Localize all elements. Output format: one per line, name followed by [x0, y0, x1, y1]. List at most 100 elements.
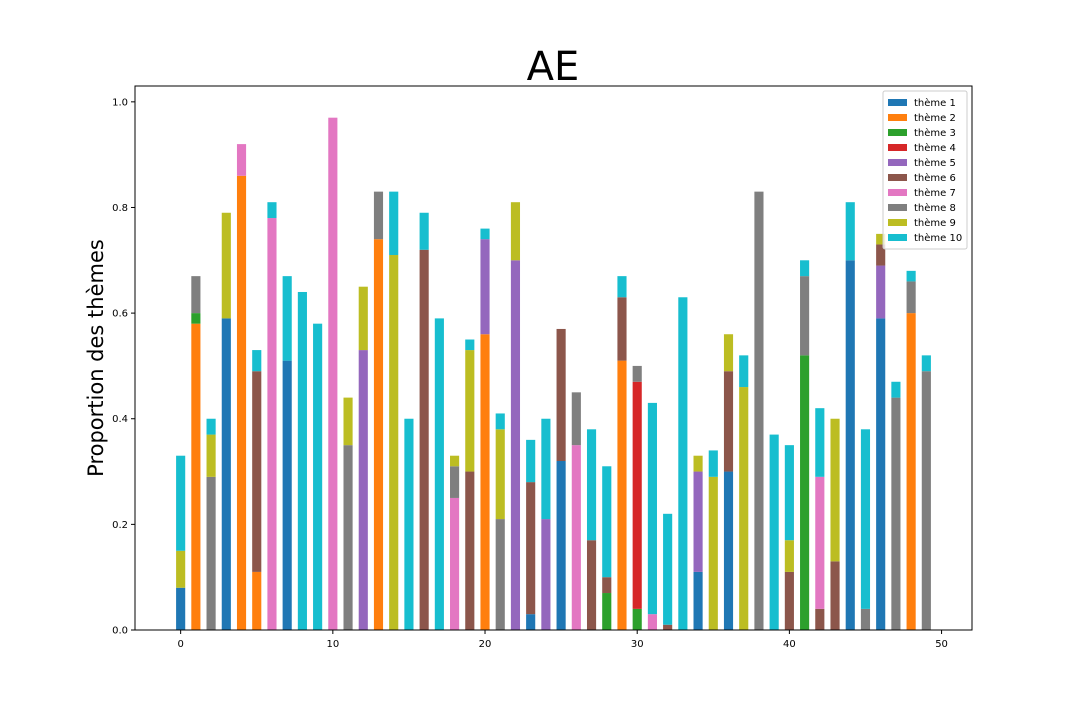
bar-segment-46-theme-9 [876, 233, 886, 245]
bar-segment-25-theme-6 [556, 328, 566, 461]
bar-segment-46-theme-1 [876, 318, 886, 630]
bar-segment-38-theme-8 [754, 191, 764, 630]
legend-swatch [888, 219, 907, 226]
bar-segment-29-theme-6 [617, 297, 627, 361]
bar-segment-16-theme-6 [419, 249, 429, 630]
bar-segment-6-theme-10 [267, 202, 277, 219]
legend-label: thème 10 [914, 232, 962, 244]
bar-segment-22-theme-5 [510, 260, 521, 630]
bar-segment-17-theme-10 [434, 318, 444, 630]
bar-segment-18-theme-7 [450, 497, 460, 630]
bar-segment-19-theme-6 [465, 471, 475, 630]
bar-segment-0-theme-1 [176, 587, 186, 630]
bar-segment-36-theme-9 [723, 334, 734, 372]
bar-segment-28-theme-3 [602, 593, 612, 630]
bar-segment-44-theme-1 [845, 260, 855, 630]
bar-segment-21-theme-8 [495, 519, 505, 630]
bar-segment-12-theme-5 [358, 350, 368, 630]
bar-segment-27-theme-10 [586, 429, 597, 541]
plot-frame [134, 85, 973, 631]
bar-segment-40-theme-10 [784, 445, 794, 541]
bar-segment-46-theme-6 [876, 244, 886, 266]
bar-segment-29-theme-2 [617, 360, 627, 630]
bar-segment-5-theme-10 [252, 350, 262, 372]
bar-segment-42-theme-6 [815, 608, 825, 630]
legend-swatch [888, 189, 907, 196]
bar-segment-26-theme-8 [571, 392, 581, 446]
bar-segment-19-theme-9 [465, 350, 475, 472]
bar-segment-14-theme-10 [389, 191, 399, 256]
bar-segment-25-theme-1 [556, 460, 566, 630]
bar-segment-45-theme-10 [860, 429, 871, 609]
bar-segment-3-theme-9 [221, 212, 231, 319]
x-tick-label: 10 [326, 639, 339, 650]
x-tick-label: 40 [783, 639, 796, 650]
x-tick-label: 0 [177, 639, 183, 650]
bar-segment-24-theme-5 [541, 519, 551, 630]
bar-segment-23-theme-1 [526, 614, 536, 630]
bar-segment-41-theme-8 [800, 276, 810, 356]
bar-segment-31-theme-10 [647, 402, 657, 615]
legend-label: thème 7 [914, 187, 956, 199]
bar-segment-22-theme-9 [510, 202, 521, 261]
bar-segment-30-theme-8 [632, 365, 642, 382]
bar-segment-10-theme-7 [328, 117, 338, 630]
bar-segment-27-theme-6 [586, 540, 597, 630]
legend-label: thème 1 [914, 97, 956, 109]
bar-segment-28-theme-10 [602, 466, 612, 578]
bar-segment-18-theme-9 [450, 455, 460, 467]
bar-segment-42-theme-7 [815, 476, 825, 609]
y-tick-label: 0.8 [112, 203, 128, 214]
bar-segment-4-theme-7 [236, 144, 247, 176]
bar-segment-7-theme-10 [282, 276, 292, 361]
bar-segment-45-theme-8 [860, 608, 871, 630]
bar-segment-20-theme-5 [480, 239, 490, 335]
bar-segment-29-theme-10 [617, 276, 627, 298]
bar-segment-47-theme-10 [891, 381, 901, 398]
legend-swatch [888, 204, 907, 211]
bar-segment-5-theme-6 [252, 371, 262, 572]
legend-swatch [888, 159, 907, 166]
bar-segment-43-theme-9 [830, 418, 840, 562]
bar-segment-31-theme-7 [647, 614, 657, 630]
bar-segment-1-theme-2 [191, 323, 201, 630]
x-tick-label: 50 [935, 639, 948, 650]
bar-segment-48-theme-8 [906, 281, 916, 314]
bar-segment-11-theme-9 [343, 397, 353, 446]
bar-segment-41-theme-10 [800, 260, 810, 277]
y-axis-ticks: 0.0 0.2 0.4 0.6 0.8 1.0 [112, 97, 135, 637]
bar-segment-32-theme-10 [663, 513, 673, 625]
bar-segment-11-theme-8 [343, 445, 353, 630]
bar-segment-23-theme-6 [526, 482, 536, 615]
legend-label: thème 5 [914, 157, 956, 169]
bar-segment-30-theme-3 [632, 608, 642, 630]
legend-label: thème 6 [914, 172, 956, 184]
bar-segment-16-theme-10 [419, 212, 429, 250]
bar-segment-42-theme-10 [815, 408, 825, 477]
bar-segment-34-theme-9 [693, 455, 703, 472]
chart-title: AE [527, 44, 580, 90]
bar-segment-44-theme-10 [845, 202, 855, 261]
legend-label: thème 4 [914, 142, 956, 154]
bar-segment-49-theme-8 [921, 371, 931, 630]
legend-swatch [888, 234, 907, 241]
bar-segment-15-theme-10 [404, 418, 414, 630]
bar-segment-19-theme-10 [465, 339, 475, 351]
bar-segment-12-theme-9 [358, 286, 368, 351]
bar-segment-48-theme-2 [906, 313, 916, 630]
bar-segment-5-theme-2 [252, 571, 262, 630]
bar-segment-47-theme-8 [891, 397, 901, 630]
bar-segment-1-theme-8 [191, 276, 201, 314]
legend-swatch [888, 174, 907, 181]
bar-segment-20-theme-10 [480, 228, 490, 240]
legend-swatch [888, 144, 907, 151]
bar-segment-9-theme-10 [313, 323, 323, 630]
bar-segment-24-theme-10 [541, 418, 551, 520]
bar-segment-28-theme-6 [602, 577, 612, 594]
bar-segment-14-theme-9 [389, 255, 399, 630]
bar-segment-37-theme-10 [739, 355, 749, 388]
legend-swatch [888, 114, 907, 121]
bar-segment-43-theme-6 [830, 561, 840, 630]
bar-segment-3-theme-1 [221, 318, 231, 630]
bar-segment-6-theme-7 [267, 218, 277, 631]
